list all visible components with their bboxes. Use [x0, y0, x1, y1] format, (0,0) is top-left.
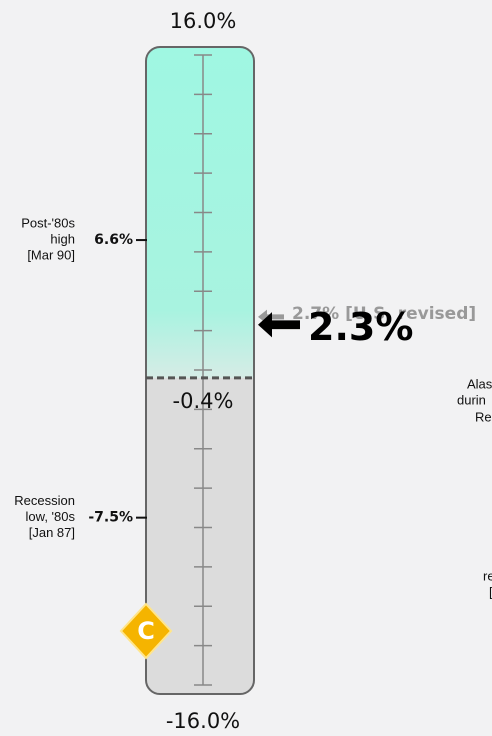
side-note: durin	[457, 392, 486, 407]
side-note: re	[483, 568, 492, 583]
gauge-outline	[145, 46, 255, 695]
side-note: Alas	[467, 376, 492, 391]
pointer-label: 2.3%	[308, 305, 413, 349]
y-tick-label: -16.0%	[166, 709, 240, 733]
reference-note: high	[50, 232, 75, 247]
reference-label: 6.6%	[94, 232, 133, 248]
logo-diamond	[119, 602, 173, 660]
reference-note: Post-'80s	[21, 216, 75, 231]
reference-label: -7.5%	[88, 510, 133, 526]
gauge-tube	[146, 47, 254, 694]
reference-note: [Jan 87]	[29, 525, 75, 540]
logo-text: C	[137, 617, 155, 645]
reference-note: [Mar 90]	[27, 248, 75, 263]
logo: C	[119, 602, 173, 660]
side-note: [	[489, 584, 492, 599]
fill-above	[146, 47, 254, 378]
pointer-label: 2.7% [U.S. revised]	[292, 304, 476, 324]
reference-note: Recession	[14, 493, 75, 508]
threshold-label: -0.4%	[173, 389, 234, 413]
reference-note: low, '80s	[26, 509, 76, 524]
fill-below	[146, 377, 254, 694]
side-note: Re	[475, 409, 492, 424]
y-tick-label: 16.0%	[170, 9, 237, 33]
pointer-arrow	[258, 312, 300, 338]
